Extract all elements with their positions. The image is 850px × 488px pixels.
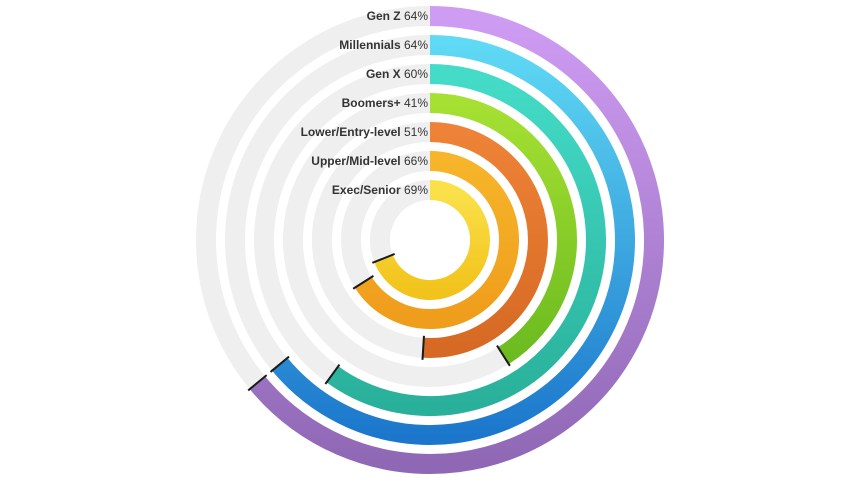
ring-end-marker-gen-z: [247, 374, 268, 392]
ring-label-category-gen-z: Gen Z: [367, 9, 404, 23]
ring-end-marker-exec-senior: [371, 253, 396, 264]
ring-track-exec-senior: [370, 180, 431, 263]
ring-track-gen-x: [254, 64, 430, 383]
ring-bar-lower-entry-level: [422, 122, 548, 358]
ring-end-marker-gen-x: [324, 364, 341, 385]
ring-bar-gen-z: [249, 6, 664, 474]
ring-label-value-boomers-: 41%: [404, 96, 428, 110]
ring-bar-boomers-: [429, 93, 577, 365]
ring-label-lower-entry-level: Lower/Entry-level 51%: [301, 125, 429, 139]
ring-bars: [249, 6, 664, 474]
ring-bar-upper-mid-level: [354, 151, 519, 329]
ring-label-category-gen-x: Gen X: [366, 67, 404, 81]
ring-label-boomers-: Boomers+ 41%: [342, 96, 429, 110]
ring-label-category-upper-mid-level: Upper/Mid-level: [311, 154, 404, 168]
ring-label-value-upper-mid-level: 66%: [404, 154, 428, 168]
ring-end-marker-boomers-: [496, 345, 511, 367]
ring-labels: Gen Z 64%Millennials 64%Gen X 60%Boomers…: [301, 9, 429, 197]
ring-tracks: [196, 6, 509, 390]
ring-label-value-exec-senior: 69%: [404, 183, 428, 197]
ring-end-markers: [247, 253, 511, 392]
ring-label-category-exec-senior: Exec/Senior: [332, 183, 404, 197]
ring-bar-exec-senior: [374, 180, 490, 300]
ring-track-lower-entry-level: [311, 122, 431, 358]
ring-end-marker-lower-entry-level: [421, 335, 425, 360]
ring-label-category-lower-entry-level: Lower/Entry-level: [301, 125, 404, 139]
ring-label-category-millennials: Millennials: [339, 38, 404, 52]
ring-label-value-millennials: 64%: [404, 38, 428, 52]
ring-track-boomers-: [283, 93, 509, 387]
ring-label-millennials: Millennials 64%: [339, 38, 428, 52]
ring-label-gen-z: Gen Z 64%: [367, 9, 429, 23]
ring-bar-gen-x: [326, 64, 606, 416]
ring-label-category-boomers-: Boomers+: [342, 96, 404, 110]
ring-label-value-gen-z: 64%: [404, 9, 428, 23]
ring-label-exec-senior: Exec/Senior 69%: [332, 183, 428, 197]
ring-label-value-gen-x: 60%: [404, 67, 428, 81]
ring-track-gen-z: [196, 6, 430, 390]
ring-label-value-lower-entry-level: 51%: [404, 125, 428, 139]
ring-track-upper-mid-level: [341, 151, 431, 288]
ring-track-millennials: [225, 35, 430, 371]
ring-bar-millennials: [272, 35, 635, 445]
ring-label-gen-x: Gen X 60%: [366, 67, 428, 81]
ring-label-upper-mid-level: Upper/Mid-level 66%: [311, 154, 428, 168]
ring-end-marker-upper-mid-level: [352, 275, 374, 290]
ring-end-marker-millennials: [269, 355, 290, 373]
